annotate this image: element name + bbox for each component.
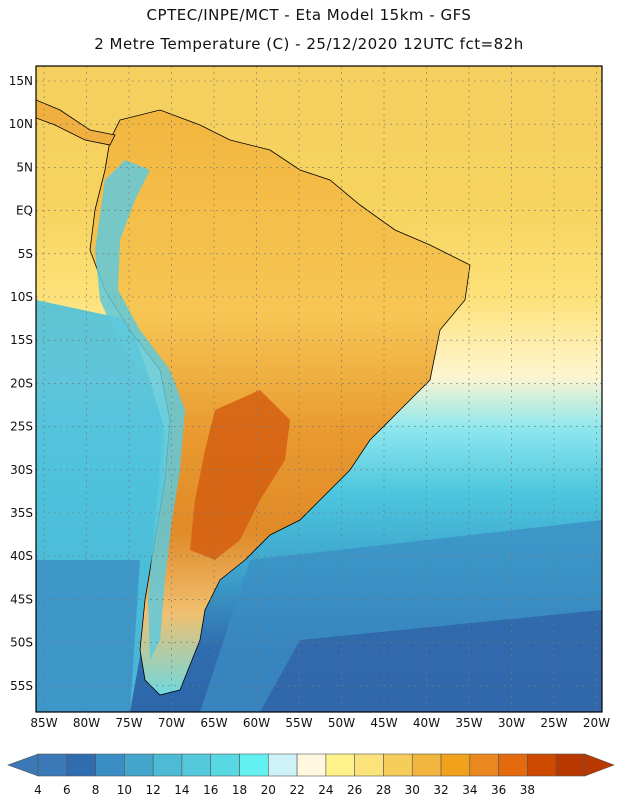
lon-label: 85W bbox=[30, 716, 57, 730]
colorbar-tick-label: 22 bbox=[289, 783, 304, 797]
colorbar-cell bbox=[469, 753, 499, 777]
latitude-labels: 15N 10N 5N EQ 5S 10S 15S 20S 25S 30S 35S 40S 45S 50S 5… bbox=[9, 74, 33, 693]
colorbar-cell bbox=[296, 753, 327, 777]
lon-label: 50W bbox=[328, 716, 355, 730]
colorbar-cell bbox=[210, 753, 240, 777]
colorbar-low-arrow bbox=[7, 753, 39, 777]
colorbar-tick-label: 6 bbox=[63, 783, 71, 797]
lon-label: 45W bbox=[370, 716, 397, 730]
lat-label: 20S bbox=[10, 376, 33, 390]
lat-label: 35S bbox=[10, 506, 33, 520]
colorbar-cell bbox=[383, 753, 413, 777]
colorbar-cell bbox=[440, 753, 471, 777]
colorbar-cell bbox=[498, 753, 528, 777]
lat-label: 25S bbox=[10, 420, 33, 434]
lon-label: 70W bbox=[158, 716, 185, 730]
lon-label: 80W bbox=[73, 716, 100, 730]
colorbar-cell bbox=[527, 753, 557, 777]
colorbar: 4 6 8 10 12 14 16 18 20 22 24 26 28 30 32 34 36 38 bbox=[7, 753, 615, 797]
lat-label: 5N bbox=[16, 160, 33, 174]
lat-label: 15N bbox=[9, 74, 33, 88]
lat-label: 30S bbox=[10, 463, 33, 477]
lat-label: 55S bbox=[10, 679, 33, 693]
colorbar-cell bbox=[239, 753, 269, 777]
hot-zone bbox=[190, 390, 290, 560]
colorbar-tick-label: 18 bbox=[232, 783, 247, 797]
lat-label: 45S bbox=[10, 592, 33, 606]
colorbar-tick-label: 24 bbox=[318, 783, 333, 797]
colorbar-cell bbox=[325, 753, 355, 777]
colorbar-tick-label: 4 bbox=[34, 783, 42, 797]
lat-label: EQ bbox=[16, 204, 33, 218]
lon-label: 25W bbox=[540, 716, 567, 730]
lon-label: 65W bbox=[200, 716, 227, 730]
colorbar-cell bbox=[124, 753, 154, 777]
colorbar-tick-label: 12 bbox=[146, 783, 161, 797]
andes-cool-ridge bbox=[95, 160, 185, 660]
colorbar-high-arrow bbox=[584, 753, 615, 777]
lat-label: 10N bbox=[9, 117, 33, 131]
colorbar-tick-label: 38 bbox=[520, 783, 535, 797]
lat-label: 10S bbox=[10, 290, 33, 304]
longitude-labels: 85W 80W 75W 70W 65W 60W 55W 50W 45W 40W 35W 30W 25W 2… bbox=[30, 716, 610, 730]
colorbar-tick-label: 28 bbox=[376, 783, 391, 797]
lon-label: 20W bbox=[583, 716, 610, 730]
temperature-map: 15N 10N 5N EQ 5S 10S 15S 20S 25S 30S 35S 40S 45S 50S 5… bbox=[9, 65, 610, 730]
colorbar-cell bbox=[411, 753, 442, 777]
colorbar-cell bbox=[181, 753, 212, 777]
lat-label: 50S bbox=[10, 636, 33, 650]
pacific-cold-zone bbox=[36, 560, 140, 712]
map-title-line2: 2 Metre Temperature (C) - 25/12/2020 12U… bbox=[94, 35, 524, 53]
colorbar-tick-label: 10 bbox=[117, 783, 132, 797]
lat-label: 40S bbox=[10, 549, 33, 563]
colorbar-tick-label: 34 bbox=[462, 783, 477, 797]
colorbar-tick-label: 14 bbox=[174, 783, 189, 797]
colorbar-cell bbox=[37, 753, 68, 777]
colorbar-cell bbox=[555, 753, 586, 777]
lon-label: 55W bbox=[285, 716, 312, 730]
colorbar-tick-label: 32 bbox=[433, 783, 448, 797]
map-title-line1: CPTEC/INPE/MCT - Eta Model 15km - GFS bbox=[146, 6, 472, 24]
central-america-land bbox=[36, 99, 116, 146]
lon-label: 40W bbox=[413, 716, 440, 730]
colorbar-cell bbox=[95, 753, 125, 777]
lon-label: 75W bbox=[115, 716, 142, 730]
colorbar-tick-label: 8 bbox=[92, 783, 100, 797]
colorbar-cell bbox=[354, 753, 384, 777]
map-frame bbox=[35, 65, 603, 713]
colorbar-cell bbox=[268, 753, 298, 777]
colorbar-tick-label: 16 bbox=[203, 783, 218, 797]
lon-label: 30W bbox=[498, 716, 525, 730]
colorbar-cell bbox=[152, 753, 183, 777]
colorbar-tick-label: 20 bbox=[261, 783, 276, 797]
colorbar-tick-label: 26 bbox=[347, 783, 362, 797]
lat-label: 5S bbox=[18, 247, 33, 261]
lon-label: 35W bbox=[455, 716, 482, 730]
lat-label: 15S bbox=[10, 333, 33, 347]
atlantic-coldest-zone bbox=[260, 610, 602, 712]
colorbar-tick-label: 30 bbox=[405, 783, 420, 797]
colorbar-cell bbox=[66, 753, 96, 777]
lon-label: 60W bbox=[243, 716, 270, 730]
colorbar-tick-label: 36 bbox=[491, 783, 506, 797]
graticule bbox=[36, 66, 602, 712]
